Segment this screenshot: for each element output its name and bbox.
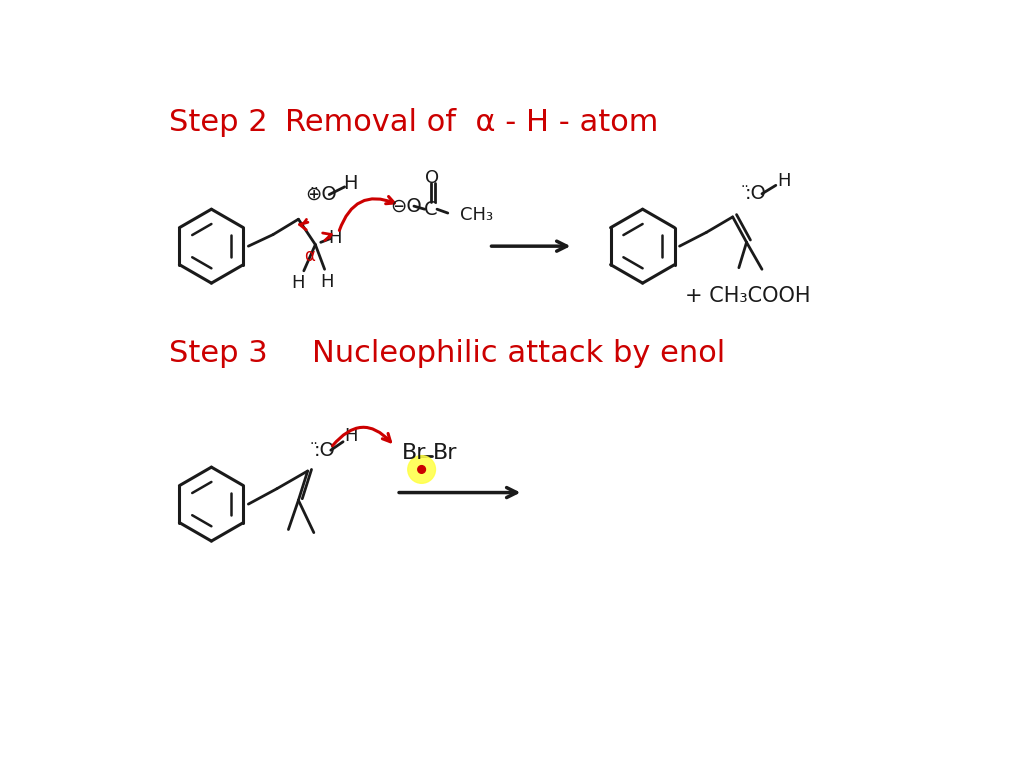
Text: Removal of  α - H - atom: Removal of α - H - atom <box>285 108 658 137</box>
Text: Br: Br <box>433 442 458 462</box>
Text: H: H <box>344 427 357 445</box>
Text: CH₃: CH₃ <box>460 207 494 224</box>
Text: :O: :O <box>313 441 336 460</box>
Text: H: H <box>777 172 791 190</box>
Text: + CH₃COOH: + CH₃COOH <box>685 286 810 306</box>
Circle shape <box>408 455 435 483</box>
Text: :O: :O <box>744 184 767 204</box>
Text: ..: .. <box>309 177 318 192</box>
Text: ..: .. <box>309 433 318 447</box>
Text: ⊖O: ⊖O <box>390 197 422 216</box>
Text: Nucleophilic attack by enol: Nucleophilic attack by enol <box>311 339 725 369</box>
Text: O: O <box>425 170 439 187</box>
Text: C: C <box>424 200 437 219</box>
Text: Step 2: Step 2 <box>169 108 267 137</box>
Text: α: α <box>304 247 314 265</box>
Text: H: H <box>292 274 305 292</box>
Text: ..: .. <box>740 176 750 190</box>
Text: H: H <box>328 230 341 247</box>
Text: H: H <box>321 273 334 291</box>
Text: ⊕O: ⊕O <box>305 185 337 204</box>
Text: H: H <box>343 174 357 193</box>
Circle shape <box>418 465 425 473</box>
Text: Step 3: Step 3 <box>169 339 268 369</box>
Text: Br: Br <box>401 442 426 462</box>
